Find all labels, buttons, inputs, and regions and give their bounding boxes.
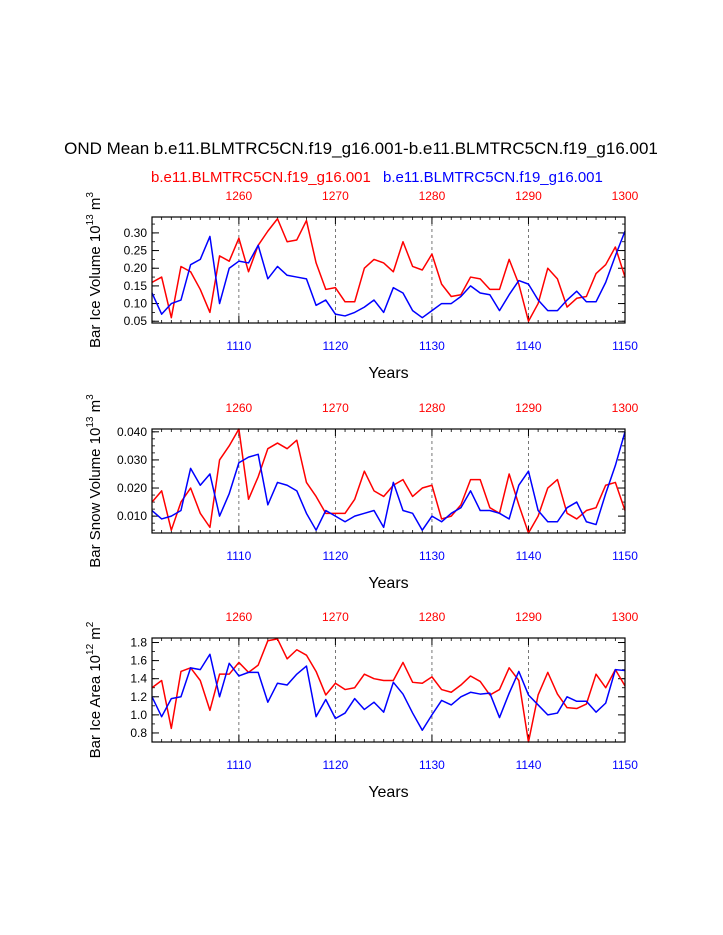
x-tick-label-top: 1270 xyxy=(322,401,349,415)
x-tick-label-bottom: 1140 xyxy=(516,758,542,772)
y-tick-label: 0.8 xyxy=(130,726,147,740)
figure-title: OND Mean b.e11.BLMTRC5CN.f19_g16.001-b.e… xyxy=(64,139,658,158)
legend-blue-label: b.e11.BLMTRC5CN.f19_g16.001 xyxy=(383,169,603,186)
y-axis-label-exponent: 12 xyxy=(85,643,96,655)
y-axis-label: Bar Ice Volume 1013 m3 xyxy=(85,192,104,348)
plot-frame xyxy=(151,428,626,534)
series-line-blue xyxy=(151,431,626,531)
chart-panel-2: 0.010 0.020 0.030 0.040 1110 1260 1120 1270 1130… xyxy=(85,394,639,592)
x-tick-label-top: 1300 xyxy=(612,401,639,415)
y-tick-label: 0.25 xyxy=(124,244,148,258)
y-axis-label: Bar Ice Area 1012 m2 xyxy=(85,621,104,758)
x-tick-label-top: 1280 xyxy=(419,610,446,624)
x-tick-label-bottom: 1140 xyxy=(516,549,542,563)
x-tick-label-top: 1270 xyxy=(322,189,349,203)
x-tick-label-top: 1260 xyxy=(226,610,253,624)
y-tick-label: 0.10 xyxy=(124,297,148,311)
x-tick-label-top: 1290 xyxy=(515,610,542,624)
x-tick-label-top: 1290 xyxy=(515,189,542,203)
x-tick-label-bottom: 1120 xyxy=(323,339,349,353)
y-axis-label-unit-exponent: 2 xyxy=(85,621,96,627)
x-tick-label-top: 1260 xyxy=(226,189,253,203)
x-tick-label-top: 1260 xyxy=(226,401,253,415)
y-tick-label: 0.040 xyxy=(117,425,147,439)
y-axis-label-unit: m xyxy=(87,198,104,215)
x-tick-label-bottom: 1130 xyxy=(419,339,445,353)
x-tick-label-top: 1280 xyxy=(419,189,446,203)
series-line-red xyxy=(151,428,626,534)
series-line-blue xyxy=(151,653,626,731)
y-tick-label: 1.2 xyxy=(130,690,147,704)
y-axis-label-unit: m xyxy=(87,400,104,417)
x-tick-label-bottom: 1130 xyxy=(419,758,445,772)
series-line-red xyxy=(151,218,626,322)
chart-panels: 0.05 0.10 0.15 0.20 0.25 0.30 1110 1260 1120 1270… xyxy=(85,189,639,801)
x-tick-label-bottom: 1150 xyxy=(612,339,638,353)
y-tick-label: 1.0 xyxy=(130,708,147,722)
x-tick-label-bottom: 1140 xyxy=(516,339,542,353)
legend-red-label: b.e11.BLMTRC5CN.f19_g16.001 xyxy=(151,169,371,186)
x-tick-label-top: 1290 xyxy=(515,401,542,415)
x-tick-label-top: 1270 xyxy=(322,610,349,624)
y-axis-label-exponent: 13 xyxy=(85,416,96,428)
x-tick-label-bottom: 1130 xyxy=(419,549,445,563)
x-axis-label: Years xyxy=(368,784,408,801)
y-tick-label: 0.010 xyxy=(117,509,147,523)
y-tick-label: 1.6 xyxy=(130,654,147,668)
y-axis-label-unit: m xyxy=(87,627,104,644)
series-line-red xyxy=(151,638,626,743)
y-axis-label-main: Bar Snow Volume 10 xyxy=(87,428,104,568)
chart-panel-1: 0.05 0.10 0.15 0.20 0.25 0.30 1110 1260 1120 1270… xyxy=(85,189,639,382)
x-tick-label-bottom: 1110 xyxy=(226,339,251,353)
y-axis-label-unit-exponent: 3 xyxy=(85,192,96,198)
y-tick-label: 0.05 xyxy=(124,314,148,328)
x-tick-label-bottom: 1110 xyxy=(226,549,251,563)
x-tick-label-top: 1300 xyxy=(612,189,639,203)
x-axis-label: Years xyxy=(368,575,408,592)
x-tick-label-bottom: 1110 xyxy=(226,758,251,772)
y-axis-label-main: Bar Ice Volume 10 xyxy=(87,225,104,348)
y-tick-label: 0.30 xyxy=(124,226,148,240)
y-axis-label-main: Bar Ice Area 10 xyxy=(87,655,104,758)
plot-frame xyxy=(151,216,626,324)
x-tick-label-top: 1280 xyxy=(419,401,446,415)
y-tick-label: 0.15 xyxy=(124,279,148,293)
plot-frame xyxy=(151,637,626,743)
x-tick-label-top: 1300 xyxy=(612,610,639,624)
y-tick-label: 0.20 xyxy=(124,261,148,275)
y-axis-label: Bar Snow Volume 1013 m3 xyxy=(85,394,104,568)
x-tick-label-bottom: 1150 xyxy=(612,549,638,563)
y-tick-label: 0.020 xyxy=(117,481,147,495)
x-tick-label-bottom: 1120 xyxy=(323,549,349,563)
y-tick-label: 1.8 xyxy=(130,636,147,650)
x-tick-label-bottom: 1120 xyxy=(323,758,349,772)
chart-panel-3: 0.8 1.0 1.2 1.4 1.6 1.8 1110 1260 1120 1270 1130 12… xyxy=(85,610,639,801)
y-tick-label: 1.4 xyxy=(130,672,147,686)
y-axis-label-unit-exponent: 3 xyxy=(85,394,96,400)
y-tick-label: 0.030 xyxy=(117,453,147,467)
series-line-blue xyxy=(151,230,626,319)
y-axis-label-exponent: 13 xyxy=(85,214,96,226)
x-axis-label: Years xyxy=(368,365,408,382)
x-tick-label-bottom: 1150 xyxy=(612,758,638,772)
